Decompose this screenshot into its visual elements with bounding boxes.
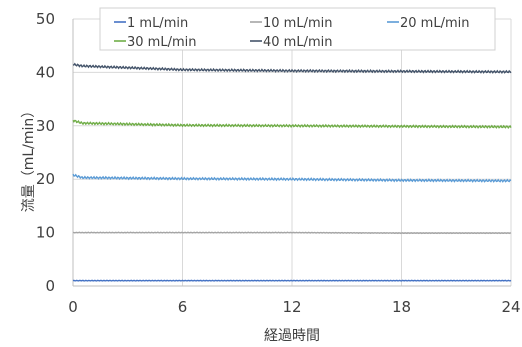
x-tick-label: 12 bbox=[282, 298, 301, 316]
x-tick-label: 24 bbox=[501, 298, 520, 316]
y-tick-label: 30 bbox=[36, 117, 55, 135]
legend-label: 20 mL/min bbox=[400, 16, 469, 31]
series-lines bbox=[72, 62, 512, 282]
legend-box bbox=[99, 7, 496, 51]
y-axis-title: 流量（mL/min） bbox=[21, 104, 37, 213]
x-tick-label: 0 bbox=[68, 298, 78, 316]
legend-label: 40 mL/min bbox=[263, 35, 332, 50]
legend-label: 1 mL/min bbox=[127, 16, 188, 31]
legend: 1 mL/min 10 mL/min 20 mL/min 30 mL/min 40 mL… bbox=[99, 7, 496, 51]
series-line bbox=[72, 119, 512, 129]
y-tick-label: 20 bbox=[36, 170, 55, 188]
x-tick-label: 18 bbox=[392, 298, 411, 316]
tick-labels: 0 10 20 30 40 50 0 6 12 18 24 bbox=[36, 10, 521, 316]
series-line bbox=[72, 173, 512, 183]
legend-label: 10 mL/min bbox=[263, 16, 332, 31]
y-tick-label: 40 bbox=[36, 63, 55, 81]
series-line bbox=[72, 231, 512, 235]
y-tick-label: 50 bbox=[36, 10, 55, 28]
y-tick-label: 0 bbox=[45, 277, 55, 295]
x-tick-label: 6 bbox=[178, 298, 188, 316]
grid bbox=[73, 18, 512, 286]
y-tick-label: 10 bbox=[36, 224, 55, 242]
series-line bbox=[72, 62, 512, 75]
series-line bbox=[72, 279, 512, 282]
x-axis-title: 経過時間 bbox=[264, 328, 320, 344]
axes bbox=[72, 19, 511, 287]
legend-label: 30 mL/min bbox=[127, 35, 196, 50]
